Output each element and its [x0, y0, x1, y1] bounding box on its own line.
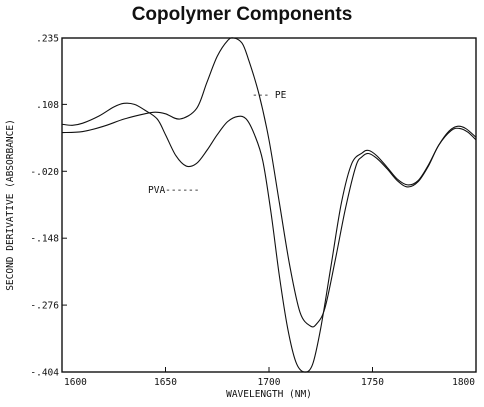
series-label-pe: --- PE [252, 90, 287, 101]
series-lines [61, 37, 477, 373]
x-axis-ticks: 1600 1650 1700 1750 1800 [61, 367, 477, 388]
series-line-pe [61, 37, 477, 328]
y-axis-ticks: .235 .108 -.020 -.148 -.276 -.404 [30, 34, 67, 379]
y-tick-label: -.020 [30, 167, 59, 178]
y-tick-label: .108 [36, 100, 59, 111]
x-tick-label: 1700 [258, 377, 281, 388]
y-axis-label: SECOND DERIVATIVE (ABSORBANCE) [5, 119, 16, 291]
y-tick-label: -.148 [30, 234, 59, 245]
x-tick-label: 1650 [154, 377, 177, 388]
x-axis-label: WAVELENGTH (NM) [226, 389, 312, 400]
plot-frame [61, 37, 477, 373]
x-tick-label: 1600 [64, 377, 87, 388]
y-tick-label: -.404 [30, 368, 59, 379]
series-label-pva: PVA------ [148, 185, 199, 196]
series-line-pva [61, 102, 477, 373]
y-tick-label: .235 [36, 34, 59, 45]
y-tick-label: -.276 [30, 301, 59, 312]
x-tick-label: 1750 [361, 377, 384, 388]
x-tick-label: 1800 [452, 377, 475, 388]
chart-title: Copolymer Components [131, 4, 353, 25]
